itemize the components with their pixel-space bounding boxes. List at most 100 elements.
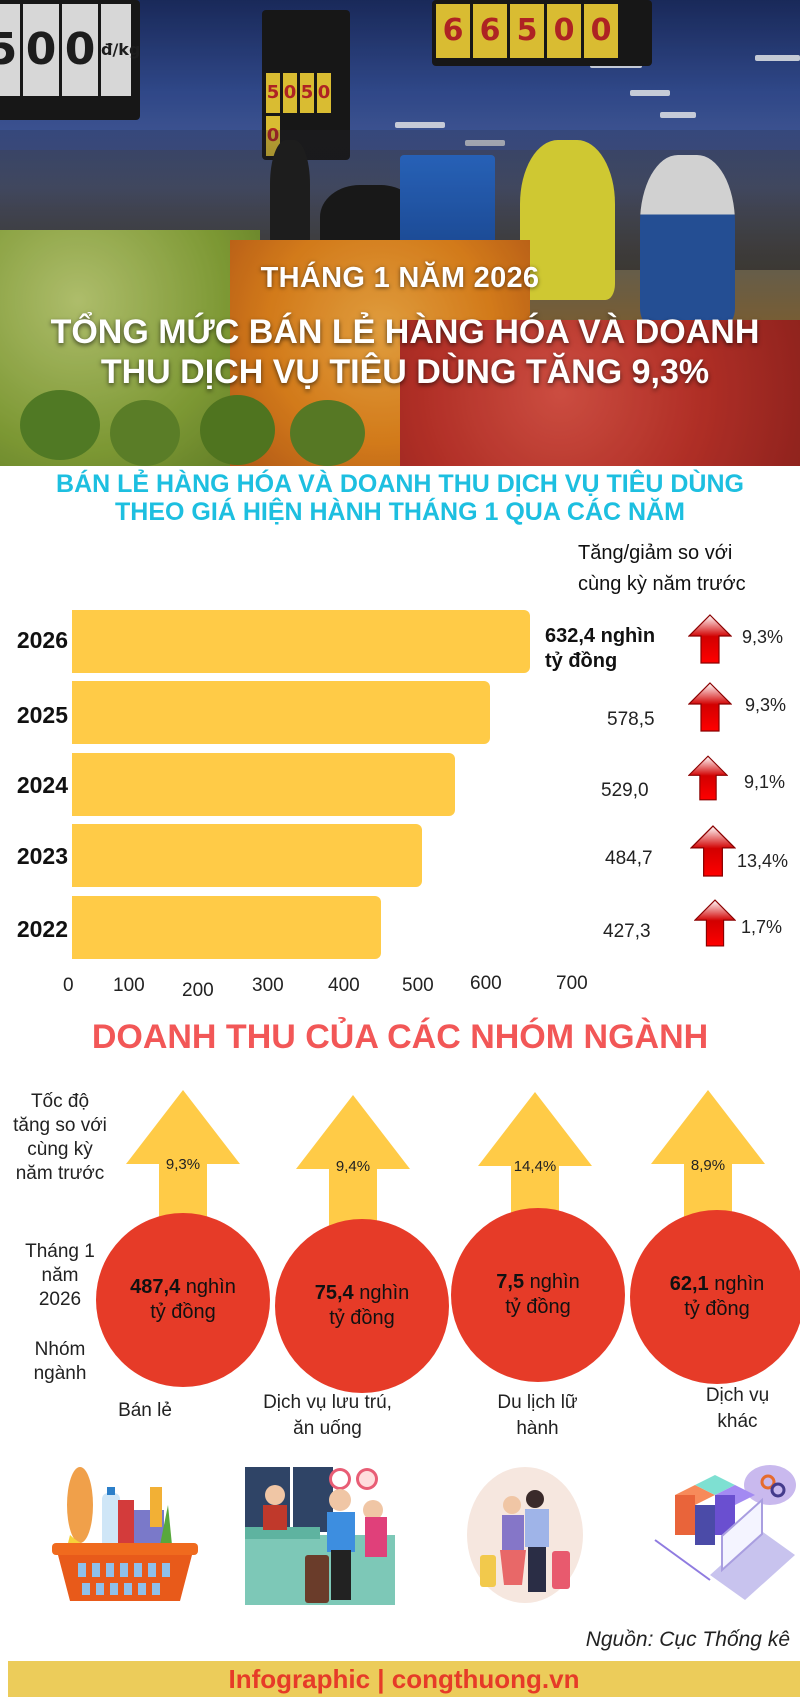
shopper-white-hood bbox=[640, 155, 735, 325]
year-label: 2024 bbox=[16, 772, 68, 798]
growth-pct: 9,3% bbox=[165, 1156, 201, 1173]
axis-tick: 200 bbox=[182, 980, 214, 1001]
axis-tick: 400 bbox=[328, 975, 360, 996]
group-name: Du lịch lữ hành bbox=[470, 1390, 605, 1442]
chart-title-line2: THEO GIÁ HIỆN HÀNH THÁNG 1 QUA CÁC NĂM bbox=[115, 498, 685, 526]
group-name: Dịch vụ khác bbox=[680, 1383, 795, 1435]
revenue-unit2: tỷ đồng bbox=[329, 1307, 395, 1329]
value-label-2025: 578,5 bbox=[607, 709, 655, 730]
yoy-change-2024: 9,1% bbox=[744, 772, 786, 792]
group-name-line: hành bbox=[516, 1418, 559, 1439]
footer-banner: Infographic | congthuong.vn bbox=[8, 1661, 800, 1697]
hotel-reception-icon bbox=[245, 1467, 395, 1605]
growth-pct: 9,4% bbox=[335, 1158, 371, 1175]
axis-tick: 300 bbox=[252, 975, 284, 996]
shopper bbox=[270, 140, 310, 250]
value-label-2024: 529,0 bbox=[601, 780, 649, 801]
row-label-month: Tháng 1 năm 2026 bbox=[4, 1240, 116, 1312]
ceiling-light bbox=[630, 90, 670, 96]
hero-title-line1: TỔNG MỨC BÁN LẺ HÀNG HÓA VÀ DOANH bbox=[50, 313, 760, 351]
axis-tick: 500 bbox=[402, 975, 434, 996]
value-unit: tỷ đồng bbox=[545, 650, 618, 672]
up-arrow-icon bbox=[688, 755, 728, 801]
axis-tick: 100 bbox=[113, 975, 145, 996]
fruit bbox=[200, 395, 275, 465]
value-label-2023: 484,7 bbox=[605, 848, 653, 869]
revenue-unit: nghìn bbox=[529, 1271, 580, 1293]
year-label: 2022 bbox=[16, 916, 68, 942]
axis-tick: 700 bbox=[556, 973, 588, 994]
bar-2026 bbox=[72, 610, 530, 673]
value-label-2026: 632,4 nghìn tỷ đồng bbox=[545, 624, 685, 674]
group-name-line: Dịch vụ lưu trú, bbox=[263, 1392, 392, 1413]
revenue-value: 7,5 bbox=[496, 1271, 525, 1293]
up-arrow-icon bbox=[694, 899, 736, 947]
yoy-change-2023: 13,4% bbox=[737, 851, 789, 871]
revenue-circle: 62,1 nghìn tỷ đồng bbox=[630, 1210, 800, 1384]
year-label: 2023 bbox=[16, 843, 68, 869]
bar-2023 bbox=[72, 824, 422, 887]
shopping-basket-icon bbox=[52, 1467, 198, 1601]
yoy-header-line2: cùng kỳ năm trước bbox=[578, 573, 746, 595]
up-arrow-icon bbox=[690, 825, 736, 877]
revenue-value: 75,4 bbox=[314, 1282, 354, 1304]
row-label-group: Nhóm ngành bbox=[4, 1338, 116, 1386]
label-line: năm trước bbox=[15, 1163, 105, 1184]
group-name: Bán lẻ bbox=[90, 1398, 200, 1424]
row-label-growth: Tốc độ tăng so với cùng kỳ năm trước bbox=[4, 1090, 116, 1186]
revenue-unit2: tỷ đồng bbox=[505, 1296, 571, 1318]
revenue-circle: 75,4 nghìn tỷ đồng bbox=[275, 1219, 449, 1393]
revenue-unit: nghìn bbox=[359, 1282, 410, 1304]
revenue-value: 62,1 bbox=[669, 1273, 709, 1295]
up-arrow-icon bbox=[688, 682, 732, 732]
axis-tick: 600 bbox=[470, 973, 502, 994]
fruit bbox=[290, 400, 365, 466]
ceiling-light bbox=[660, 112, 696, 118]
price-tag: 6 6 5 0 0 bbox=[432, 0, 652, 66]
ceiling-light bbox=[755, 55, 800, 61]
bar-2024 bbox=[72, 753, 455, 816]
label-line: Tháng 1 bbox=[25, 1241, 95, 1262]
value-number: 632,4 nghìn bbox=[545, 625, 656, 647]
hero-title-line2: THU DỊCH VỤ TIÊU DÙNG TĂNG 9,3% bbox=[100, 353, 710, 391]
revenue-value-line: 62,1 nghìn bbox=[670, 1272, 765, 1297]
growth-arrow bbox=[123, 1090, 243, 1234]
revenue-unit: nghìn bbox=[185, 1276, 236, 1298]
chart-title-line1: BÁN LẺ HÀNG HÓA VÀ DOANH THU DỊCH VỤ TIÊ… bbox=[56, 470, 744, 498]
fruit bbox=[20, 390, 100, 460]
fruit bbox=[110, 400, 180, 466]
price-tag: 5 0 0 đ/kg bbox=[0, 0, 140, 120]
value-label-2022: 427,3 bbox=[603, 921, 651, 942]
hero-photo: 5 0 0 đ/kg 5 0 5 0 0 6 6 5 0 0 THÁNG 1 N… bbox=[0, 0, 800, 466]
chart-title: BÁN LẺ HÀNG HÓA VÀ DOANH THU DỊCH VỤ TIÊ… bbox=[0, 470, 800, 526]
group-name-line: khác bbox=[717, 1411, 758, 1432]
source-note: Nguồn: Cục Thống kê bbox=[585, 1628, 790, 1651]
label-line: ngành bbox=[33, 1363, 87, 1384]
bar-2025 bbox=[72, 681, 490, 744]
yoy-change-2026: 9,3% bbox=[742, 627, 784, 647]
label-line: Nhóm bbox=[34, 1339, 86, 1360]
ceiling-light bbox=[395, 122, 445, 128]
revenue-unit2: tỷ đồng bbox=[684, 1298, 750, 1320]
yoy-change-2025: 9,3% bbox=[745, 695, 787, 715]
revenue-unit2: tỷ đồng bbox=[150, 1301, 216, 1323]
growth-pct: 14,4% bbox=[513, 1158, 557, 1175]
group-name-line: Du lịch lữ bbox=[497, 1392, 578, 1413]
footer-text[interactable]: Infographic | congthuong.vn bbox=[228, 1664, 580, 1694]
hero-title: TỔNG MỨC BÁN LẺ HÀNG HÓA VÀ DOANH THU DỊ… bbox=[10, 312, 800, 392]
bar-2022 bbox=[72, 896, 381, 959]
revenue-unit: nghìn bbox=[714, 1273, 765, 1295]
travelers-icon bbox=[467, 1467, 583, 1603]
label-line: năm bbox=[41, 1265, 79, 1286]
up-arrow-icon bbox=[688, 614, 732, 664]
label-line: cùng kỳ bbox=[27, 1139, 93, 1160]
revenue-value-line: 487,4 nghìn bbox=[130, 1275, 236, 1300]
label-line: tăng so với bbox=[13, 1115, 107, 1136]
revenue-circle: 487,4 nghìn tỷ đồng bbox=[96, 1213, 270, 1387]
group-name: Dịch vụ lưu trú, ăn uống bbox=[240, 1390, 415, 1442]
revenue-value-line: 7,5 nghìn bbox=[496, 1270, 579, 1295]
apple-display bbox=[400, 320, 800, 466]
year-label: 2025 bbox=[16, 702, 68, 728]
hero-kicker: THÁNG 1 NĂM 2026 bbox=[260, 262, 540, 294]
group-name-line: Dịch vụ bbox=[705, 1385, 770, 1406]
